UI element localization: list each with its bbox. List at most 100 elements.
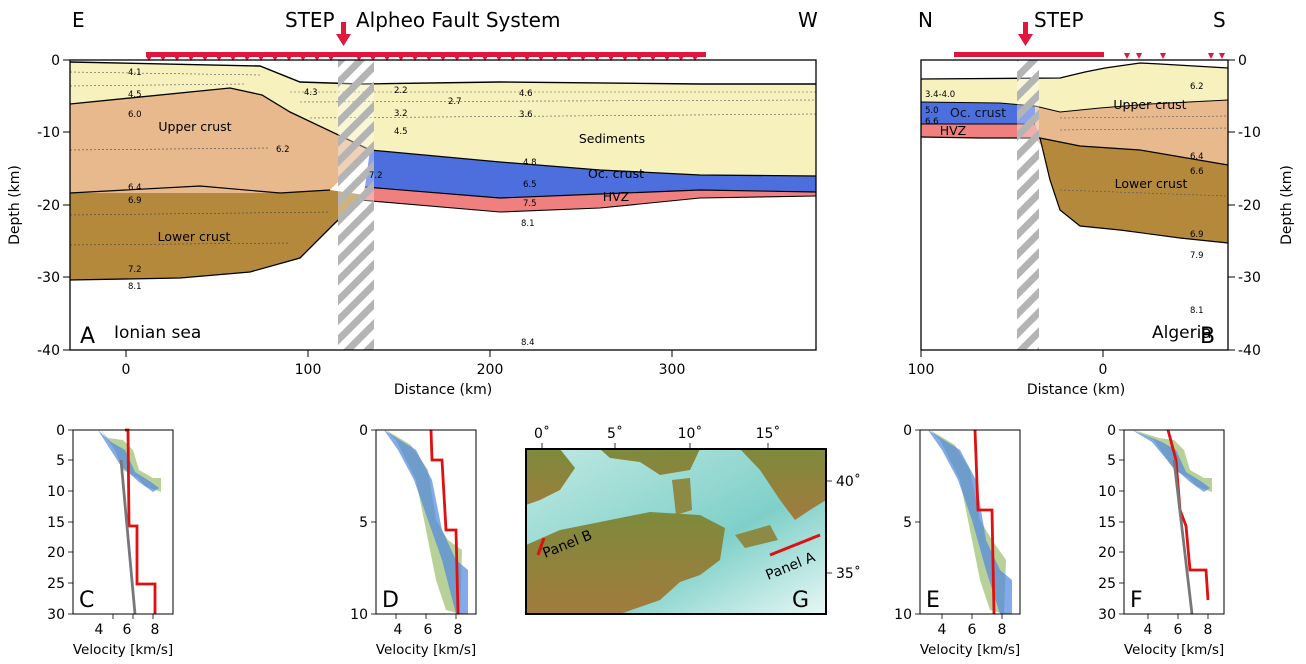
vel-label: 4.5 <box>128 90 142 100</box>
b-ytick-4: -40 <box>1238 343 1261 359</box>
f-ytick-0: 0 <box>1107 423 1116 439</box>
a-xtick-2: 200 <box>477 362 504 378</box>
vel-label: 4.1 <box>128 68 142 78</box>
map-g: 0˚ 5˚ 10˚ 15˚ 40˚ 35˚ Panel B Panel A G <box>525 425 861 615</box>
d-xlabel: Velocity [km/s] <box>376 642 476 658</box>
map-lon-1: 5˚ <box>607 425 623 442</box>
map-line-b <box>536 537 546 556</box>
vel-label: 6.4 <box>1190 152 1204 162</box>
a-xlabel: Distance (km) <box>394 382 492 398</box>
station-bar-a <box>146 52 706 57</box>
step-label-a: STEP <box>285 8 335 32</box>
a-xtick-0: 0 <box>122 362 131 378</box>
f-xtick-2: 8 <box>1204 622 1213 638</box>
vel-label: 7.2 <box>369 171 383 181</box>
label-north: N <box>918 8 933 32</box>
vel-label: 7.2 <box>128 265 142 275</box>
vel-label: 8.4 <box>521 338 535 348</box>
vel-label: 8.1 <box>521 219 535 229</box>
b-xtick-1: 0 <box>1099 362 1108 378</box>
oceanic-crust-layer-b <box>921 102 1035 124</box>
vel-label: 2.2 <box>394 86 408 96</box>
station-markers-a <box>146 52 706 61</box>
vel-label: 7.9 <box>1190 251 1204 261</box>
map-ticks <box>541 443 832 574</box>
upper-crust-layer-a <box>70 88 370 193</box>
map-letter: G <box>792 588 809 613</box>
c-xtick-0: 4 <box>95 622 104 638</box>
vel-label: 3.6 <box>519 110 533 120</box>
d-ytick-2: 10 <box>350 607 368 623</box>
vel-label: 3.2 <box>394 109 408 119</box>
panel-b-ticks <box>920 59 1235 357</box>
e-xtick-2: 8 <box>998 622 1007 638</box>
label-east: E <box>72 8 85 32</box>
vel-label: 7.5 <box>523 199 537 209</box>
map-lon-3: 15˚ <box>756 425 781 442</box>
b-ytick-1: -10 <box>1238 125 1261 141</box>
label-west: W <box>798 8 818 32</box>
f-xtick-0: 4 <box>1144 622 1153 638</box>
vel-label: 4.3 <box>304 88 318 98</box>
e-ytick-2: 10 <box>894 607 912 623</box>
a-hvz-label: HVZ <box>603 189 630 204</box>
b-lower-crust-label: Lower crust <box>1115 176 1188 191</box>
map-lat-0: 40˚ <box>836 473 861 490</box>
a-xtick-1: 100 <box>295 362 322 378</box>
vel-label: 8.1 <box>128 282 142 292</box>
b-ytick-0: 0 <box>1238 53 1247 69</box>
e-ytick-0: 0 <box>903 423 912 439</box>
profile-f-letter: F <box>1130 588 1143 613</box>
a-lower-crust-label: Lower crust <box>158 229 231 244</box>
step-zone-b <box>1017 60 1039 350</box>
c-xlabel: Velocity [km/s] <box>73 642 173 658</box>
panel-a-letter: A <box>80 324 95 349</box>
map-island-sardinia <box>672 478 692 515</box>
d-xtick-1: 6 <box>424 622 433 638</box>
cross-section-b <box>920 60 1229 350</box>
b-xlabel: Distance (km) <box>1027 382 1125 398</box>
c-ytick-1: 5 <box>56 453 65 469</box>
vel-label: 4.8 <box>523 158 537 168</box>
c-ytick-4: 20 <box>47 545 65 561</box>
b-ylabel: Depth (km) <box>1279 165 1295 245</box>
profile-c: 0 5 10 15 20 25 30 4 6 8 Velocity [km/s]… <box>47 423 174 658</box>
map-lat-1: 35˚ <box>836 565 861 582</box>
d-xtick-2: 8 <box>454 622 463 638</box>
vel-label: 6.9 <box>128 196 142 206</box>
c-xtick-1: 6 <box>123 622 132 638</box>
e-xtick-0: 4 <box>938 622 947 638</box>
c-ytick-6: 30 <box>47 607 65 623</box>
upper-crust-layer-b <box>1035 100 1228 165</box>
station-bar-b <box>954 52 1104 57</box>
station-markers-b <box>954 52 1225 59</box>
f-ytick-5: 25 <box>1098 576 1116 592</box>
f-ytick-6: 30 <box>1098 607 1116 623</box>
oceanic-crust-layer-a <box>365 150 816 198</box>
profile-f: 0 5 10 15 20 25 30 4 6 8 Velocity [km/s]… <box>1098 423 1225 658</box>
map-line-a <box>769 533 821 557</box>
sediment-layer-a <box>70 62 816 180</box>
vel-label: 6.6 <box>925 117 939 127</box>
a-ylabel: Depth (km) <box>7 165 23 245</box>
profile-c-letter: C <box>79 588 94 613</box>
vel-label: 6.5 <box>523 180 537 190</box>
b-ytick-2: -20 <box>1238 198 1261 214</box>
b-xtick-0: 100 <box>908 362 935 378</box>
map-lon-2: 10˚ <box>678 425 703 442</box>
cross-section-a <box>69 60 817 350</box>
d-ytick-0: 0 <box>359 423 368 439</box>
c-ytick-2: 10 <box>47 484 65 500</box>
a-ytick-4: -40 <box>37 343 60 359</box>
e-xtick-1: 6 <box>968 622 977 638</box>
step-arrow-a <box>336 22 351 46</box>
map-island-sicily <box>735 525 778 548</box>
a-ytick-1: -10 <box>37 125 60 141</box>
c-ytick-3: 15 <box>47 515 65 531</box>
a-oc-crust-label: Oc. crust <box>588 166 644 181</box>
f-ytick-2: 10 <box>1098 484 1116 500</box>
lower-crust-layer-b <box>1040 138 1228 243</box>
a-ytick-2: -20 <box>37 198 60 214</box>
vel-label: 4.6 <box>519 89 533 99</box>
